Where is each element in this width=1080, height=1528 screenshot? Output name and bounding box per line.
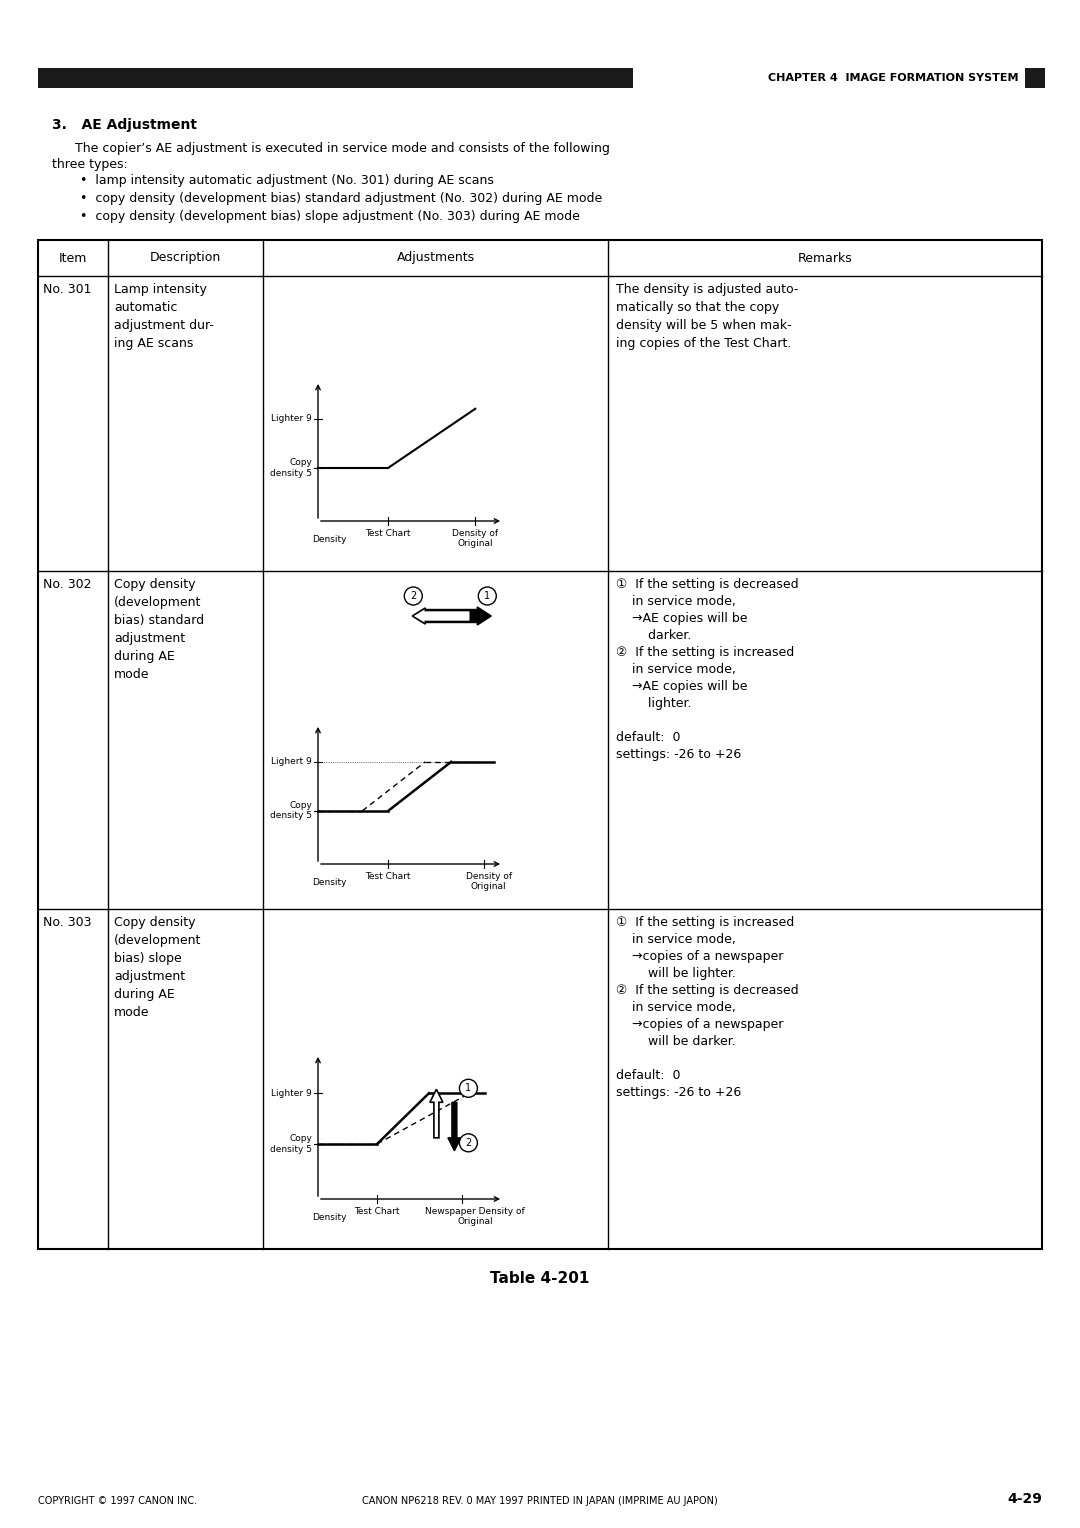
- Text: in service mode,: in service mode,: [616, 594, 735, 608]
- Text: Item: Item: [58, 252, 87, 264]
- Text: Test Chart: Test Chart: [365, 529, 411, 538]
- Text: 4-29: 4-29: [1008, 1491, 1042, 1507]
- Text: ①  If the setting is increased: ① If the setting is increased: [616, 915, 794, 929]
- Circle shape: [459, 1134, 477, 1152]
- Text: →AE copies will be: →AE copies will be: [616, 613, 747, 625]
- Bar: [38, 240, 1042, 1248]
- Circle shape: [404, 587, 422, 605]
- Circle shape: [459, 1079, 477, 1097]
- Text: settings: -26 to +26: settings: -26 to +26: [616, 1086, 741, 1099]
- Text: will be darker.: will be darker.: [616, 1034, 735, 1048]
- Text: Adjustments: Adjustments: [396, 252, 474, 264]
- Text: •  lamp intensity automatic adjustment (No. 301) during AE scans: • lamp intensity automatic adjustment (N…: [80, 174, 494, 186]
- Bar: [1025, 69, 1045, 89]
- FancyArrow shape: [448, 1102, 461, 1151]
- Text: default:  0: default: 0: [616, 1070, 680, 1082]
- Text: Remarks: Remarks: [798, 252, 852, 264]
- Text: Lamp intensity
automatic
adjustment dur-
ing AE scans: Lamp intensity automatic adjustment dur-…: [114, 283, 214, 350]
- Text: 3.   AE Adjustment: 3. AE Adjustment: [52, 118, 197, 131]
- Text: Test Chart: Test Chart: [365, 872, 411, 882]
- Text: lighter.: lighter.: [616, 697, 691, 711]
- Text: No. 303: No. 303: [43, 915, 92, 929]
- Text: No. 301: No. 301: [43, 283, 92, 296]
- FancyArrow shape: [426, 607, 491, 625]
- Text: CHAPTER 4  IMAGE FORMATION SYSTEM: CHAPTER 4 IMAGE FORMATION SYSTEM: [768, 73, 1018, 83]
- Text: →copies of a newspaper: →copies of a newspaper: [616, 1018, 783, 1031]
- Text: settings: -26 to +26: settings: -26 to +26: [616, 749, 741, 761]
- Text: No. 302: No. 302: [43, 578, 92, 591]
- Text: •  copy density (development bias) slope adjustment (No. 303) during AE mode: • copy density (development bias) slope …: [80, 209, 580, 223]
- Text: darker.: darker.: [616, 630, 691, 642]
- Text: CANON NP6218 REV. 0 MAY 1997 PRINTED IN JAPAN (IMPRIME AU JAPON): CANON NP6218 REV. 0 MAY 1997 PRINTED IN …: [362, 1496, 718, 1507]
- Circle shape: [478, 587, 497, 605]
- Text: 1: 1: [484, 591, 490, 601]
- Text: Copy density
(development
bias) standard
adjustment
during AE
mode: Copy density (development bias) standard…: [114, 578, 204, 681]
- Text: Density: Density: [312, 1213, 347, 1222]
- Text: 1: 1: [465, 1083, 472, 1094]
- Text: in service mode,: in service mode,: [616, 934, 735, 946]
- Text: 2: 2: [410, 591, 417, 601]
- Text: Density of
Original: Density of Original: [453, 529, 498, 549]
- Text: The copier’s AE adjustment is executed in service mode and consists of the follo: The copier’s AE adjustment is executed i…: [75, 142, 610, 154]
- Text: ②  If the setting is increased: ② If the setting is increased: [616, 646, 794, 659]
- Text: ①  If the setting is decreased: ① If the setting is decreased: [616, 578, 798, 591]
- Bar: [38, 69, 633, 89]
- FancyArrow shape: [413, 608, 470, 623]
- FancyArrow shape: [430, 1089, 443, 1138]
- Text: Table 4-201: Table 4-201: [490, 1271, 590, 1287]
- Text: Lighert 9: Lighert 9: [271, 758, 312, 767]
- Text: The density is adjusted auto-
matically so that the copy
density will be 5 when : The density is adjusted auto- matically …: [616, 283, 798, 350]
- Text: →AE copies will be: →AE copies will be: [616, 680, 747, 694]
- Text: three types:: three types:: [52, 157, 127, 171]
- Text: in service mode,: in service mode,: [616, 1001, 735, 1015]
- Text: default:  0: default: 0: [616, 730, 680, 744]
- Text: Copy
density 5: Copy density 5: [270, 458, 312, 477]
- Text: in service mode,: in service mode,: [616, 663, 735, 675]
- Text: Lighter 9: Lighter 9: [271, 414, 312, 423]
- Text: Lighter 9: Lighter 9: [271, 1088, 312, 1097]
- Text: Density: Density: [312, 879, 347, 886]
- Text: Density: Density: [312, 535, 347, 544]
- Text: Newspaper Density of
Original: Newspaper Density of Original: [426, 1207, 525, 1227]
- Text: •  copy density (development bias) standard adjustment (No. 302) during AE mode: • copy density (development bias) standa…: [80, 193, 603, 205]
- Text: →copies of a newspaper: →copies of a newspaper: [616, 950, 783, 963]
- Text: will be lighter.: will be lighter.: [616, 967, 735, 979]
- Text: ②  If the setting is decreased: ② If the setting is decreased: [616, 984, 798, 996]
- Text: Copy
density 5: Copy density 5: [270, 801, 312, 821]
- Text: COPYRIGHT © 1997 CANON INC.: COPYRIGHT © 1997 CANON INC.: [38, 1496, 198, 1507]
- Text: Copy density
(development
bias) slope
adjustment
during AE
mode: Copy density (development bias) slope ad…: [114, 915, 201, 1019]
- Text: Description: Description: [150, 252, 221, 264]
- Text: 2: 2: [465, 1138, 472, 1148]
- Text: Density of
Original: Density of Original: [465, 872, 512, 891]
- Text: Test Chart: Test Chart: [354, 1207, 400, 1216]
- Text: Copy
density 5: Copy density 5: [270, 1134, 312, 1154]
